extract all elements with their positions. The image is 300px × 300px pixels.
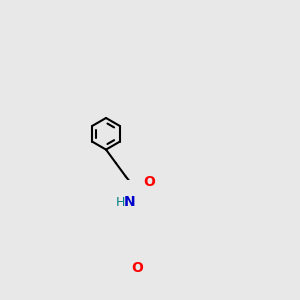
Text: O: O [131, 261, 143, 275]
Text: H: H [115, 196, 125, 209]
Text: N: N [124, 195, 135, 209]
Text: O: O [143, 175, 155, 189]
